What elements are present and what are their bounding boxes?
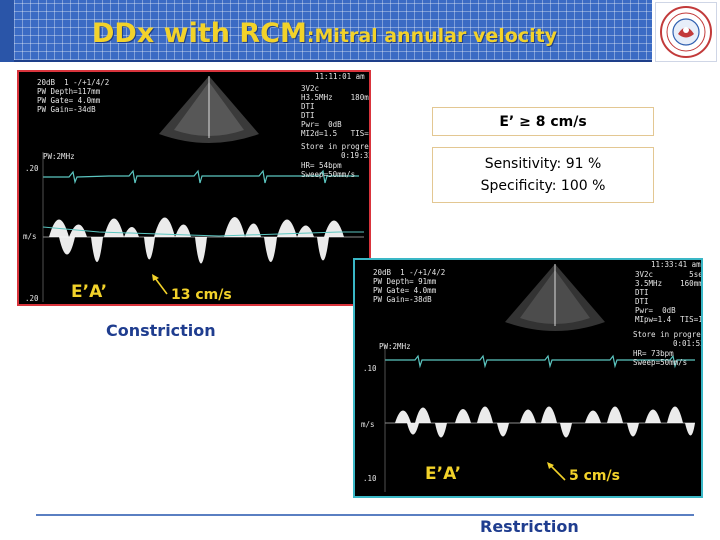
restriction-ea-label: E’A’ bbox=[425, 464, 462, 484]
constriction-ea-label: E’A’ bbox=[71, 282, 108, 302]
constriction-doppler-graphics bbox=[42, 76, 364, 302]
header-grid-band bbox=[14, 0, 652, 62]
restriction-readout-left: 20dB 1 -/+1/4/2 PW Depth= 91mm PW Gate= … bbox=[373, 268, 446, 304]
constriction-scale-bottom: .20 bbox=[25, 294, 39, 303]
restriction-scale-bottom: .10 bbox=[363, 474, 377, 483]
constriction-scale-unit: m/s bbox=[23, 232, 37, 241]
header-stripe bbox=[0, 0, 14, 62]
e-prime-threshold: E’ ≥ 8 cm/s bbox=[499, 113, 587, 130]
constriction-sweep: Sweep=50mm/s bbox=[301, 170, 356, 179]
restriction-clock: 11:33:41 am bbox=[651, 260, 701, 269]
slide-header: DDx with RCM:Mitral annular velocity bbox=[0, 0, 720, 68]
constriction-timer: 0:19:32 bbox=[341, 151, 371, 160]
university-seal-icon bbox=[660, 6, 712, 58]
e-prime-threshold-box: E’ ≥ 8 cm/s bbox=[432, 107, 654, 136]
constriction-store-status: Store in progress bbox=[301, 142, 371, 151]
restriction-caption: Restriction bbox=[480, 517, 579, 536]
sensitivity-value: Sensitivity: 91 % bbox=[484, 156, 602, 172]
constriction-caption: Constriction bbox=[106, 321, 216, 340]
constriction-doppler-image: 20dB 1 -/+1/4/2 PW Depth=117mm PW Gate= … bbox=[17, 70, 371, 306]
constriction-clock: 11:11:01 am bbox=[315, 72, 365, 81]
constriction-velocity-label: 13 cm/s bbox=[171, 287, 232, 303]
constriction-scale-top: .20 bbox=[25, 164, 39, 173]
slide-title: DDx with RCM:Mitral annular velocity bbox=[92, 18, 557, 49]
restriction-store-status: Store in progress bbox=[633, 330, 703, 339]
diagnostic-stats-box: Sensitivity: 91 % Specificity: 100 % bbox=[432, 147, 654, 203]
restriction-sweep: Sweep=50mm/s bbox=[633, 358, 688, 367]
footer-divider bbox=[36, 514, 694, 516]
specificity-value: Specificity: 100 % bbox=[480, 178, 606, 194]
title-sub: :Mitral annular velocity bbox=[306, 25, 558, 47]
restriction-timer: 0:01:52 bbox=[673, 339, 703, 348]
title-main: DDx with RCM bbox=[92, 18, 307, 49]
constriction-readout-left: 20dB 1 -/+1/4/2 PW Depth=117mm PW Gate= … bbox=[37, 78, 110, 114]
restriction-doppler-graphics bbox=[384, 264, 695, 492]
university-logo bbox=[655, 2, 717, 62]
restriction-heart-rate: HR= 73bpm bbox=[633, 349, 674, 358]
restriction-readout-right: 3V2c 5sec 3.5MHz 160mm DTI DTI Pwr= 0dB … bbox=[635, 270, 703, 324]
restriction-scale-unit: m/s bbox=[361, 420, 375, 429]
restriction-scale-top: .10 bbox=[363, 364, 377, 373]
restriction-doppler-image: 20dB 1 -/+1/4/2 PW Depth= 91mm PW Gate= … bbox=[353, 258, 703, 498]
constriction-heart-rate: HR= 54bpm bbox=[301, 161, 342, 170]
restriction-pw-freq: PW:2MHz bbox=[379, 342, 411, 351]
constriction-pw-freq: PW:2MHz bbox=[43, 152, 75, 161]
constriction-readout-right: 3V2c H3.5MHz 180mm DTI DTI Pwr= 0dB MI2d… bbox=[301, 84, 371, 138]
restriction-velocity-label: 5 cm/s bbox=[569, 468, 620, 484]
